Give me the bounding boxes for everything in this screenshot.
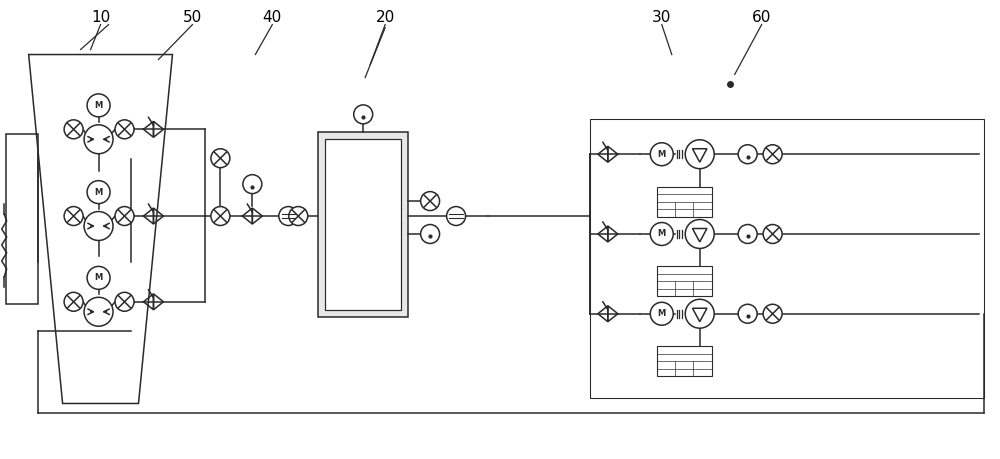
Circle shape [738,304,757,323]
Text: 30: 30 [652,10,671,25]
Circle shape [211,207,230,225]
Circle shape [738,145,757,164]
Text: M: M [658,309,666,318]
Bar [657,266,712,297]
Circle shape [650,143,673,166]
Bar [590,119,984,398]
Circle shape [87,181,110,204]
Text: M: M [658,150,666,159]
Bar [6,134,38,304]
Circle shape [64,292,83,311]
Circle shape [211,149,230,168]
Circle shape [115,292,134,311]
Circle shape [243,175,262,194]
Circle shape [421,191,440,211]
Circle shape [84,125,113,154]
Circle shape [279,207,298,225]
Circle shape [763,224,782,243]
Circle shape [685,140,714,169]
Circle shape [87,94,110,117]
Circle shape [447,207,466,225]
Circle shape [685,219,714,248]
Text: M: M [94,188,103,196]
Text: M: M [94,274,103,282]
Text: M: M [658,230,666,239]
Bar [657,187,712,217]
Text: 40: 40 [263,10,282,25]
Text: M: M [94,101,103,110]
Circle shape [354,105,373,124]
Circle shape [64,207,83,225]
Circle shape [685,299,714,328]
Circle shape [738,224,757,243]
Circle shape [289,207,308,225]
Circle shape [650,302,673,325]
Bar [318,132,408,317]
Circle shape [64,120,83,139]
Circle shape [84,212,113,241]
Text: 10: 10 [91,10,110,25]
Circle shape [763,304,782,323]
Circle shape [115,207,134,225]
Bar [325,139,401,310]
Circle shape [421,224,440,243]
Circle shape [87,266,110,289]
Text: 60: 60 [752,10,771,25]
Circle shape [84,297,113,326]
Circle shape [763,145,782,164]
Circle shape [115,120,134,139]
Bar [657,346,712,376]
Circle shape [650,223,673,246]
Text: 50: 50 [183,10,202,25]
Text: 20: 20 [376,10,395,25]
